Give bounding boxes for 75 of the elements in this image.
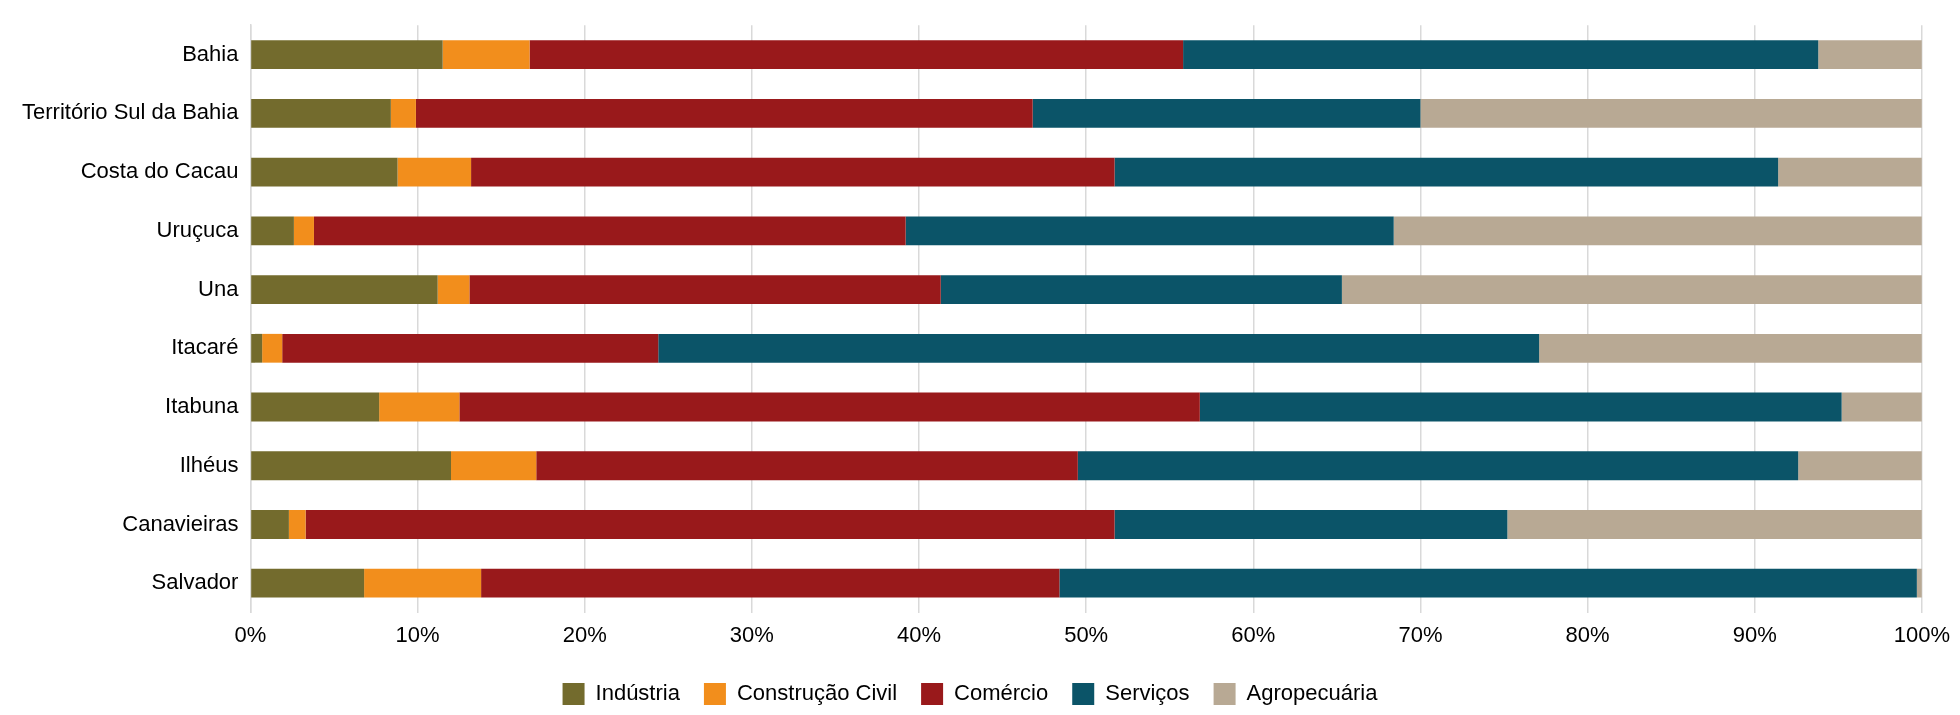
x-tick-label: 90% (1732, 621, 1777, 647)
bar (1841, 392, 1922, 422)
x-tick-label: 0% (234, 621, 267, 647)
bar (251, 451, 452, 481)
bar (1114, 510, 1508, 539)
bar (251, 275, 438, 304)
bar (282, 333, 659, 363)
bar (1778, 157, 1922, 187)
x-tick-label: 40% (896, 621, 942, 647)
y-tick-label: Una (198, 275, 240, 301)
x-tick-label: 20% (562, 621, 607, 647)
y-tick-label: Costa do Cacau (80, 158, 239, 184)
legend-label: Indústria (595, 680, 681, 706)
bar (437, 275, 470, 304)
bar (397, 157, 472, 187)
bar (293, 216, 314, 246)
bar (658, 333, 1540, 363)
bar (1077, 451, 1799, 481)
x-tick-label: 100% (1893, 621, 1951, 647)
bar (251, 510, 289, 539)
bar (1183, 40, 1819, 69)
bar (1798, 451, 1922, 481)
bar (288, 510, 306, 539)
bar (459, 392, 1200, 422)
bar (442, 40, 530, 69)
x-tick-label: 70% (1398, 621, 1443, 647)
bar (415, 98, 1033, 128)
bar (1393, 216, 1922, 246)
bar (1507, 510, 1922, 539)
bar (305, 510, 1115, 539)
y-tick-label: Salvador (151, 569, 239, 595)
x-tick-label: 10% (395, 621, 440, 647)
bar (1341, 275, 1922, 304)
y-tick-label: Uruçuca (156, 216, 240, 242)
bar (1032, 98, 1421, 128)
legend-label: Construção Civil (736, 680, 898, 706)
bar (940, 275, 1342, 304)
legend-label: Serviços (1105, 680, 1190, 706)
bar (251, 40, 443, 69)
bar (251, 392, 380, 422)
bar (1114, 157, 1779, 187)
bar (251, 157, 398, 187)
bar (451, 451, 537, 481)
bar (471, 157, 1115, 187)
y-tick-label: Ilhéus (179, 451, 239, 477)
bar (481, 568, 1060, 598)
legend-label: Agropecuária (1246, 680, 1379, 706)
bar (251, 568, 365, 598)
bar (1539, 333, 1922, 363)
legend-label: Comércio (954, 680, 1049, 706)
bar (379, 392, 460, 422)
bar (469, 275, 941, 304)
bar (529, 40, 1184, 69)
y-tick-label: Território Sul da Bahia (21, 99, 240, 125)
bar (251, 216, 294, 246)
bar (536, 451, 1078, 481)
y-tick-label: Itabuna (165, 393, 240, 419)
bar (262, 333, 283, 363)
bar (1818, 40, 1922, 69)
bar (251, 333, 263, 363)
bar (905, 216, 1394, 246)
bar (1199, 392, 1842, 422)
y-tick-label: Itacaré (171, 334, 239, 360)
y-tick-label: Canavieiras (122, 510, 239, 536)
x-tick-label: 30% (729, 621, 774, 647)
bar (364, 568, 482, 598)
x-tick-label: 50% (1064, 621, 1109, 647)
bar (251, 98, 391, 128)
bar (390, 98, 416, 128)
bar (1420, 98, 1922, 128)
bar (1059, 568, 1917, 598)
x-tick-label: 80% (1565, 621, 1610, 647)
x-tick-label: 60% (1231, 621, 1276, 647)
bar (313, 216, 906, 246)
y-tick-label: Bahia (182, 40, 240, 66)
